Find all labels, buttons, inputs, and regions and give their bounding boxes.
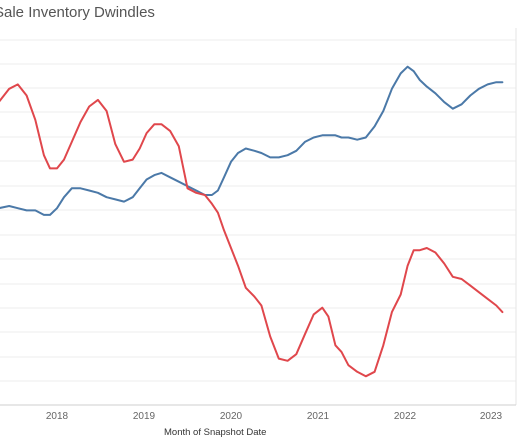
x-axis-title: Month of Snapshot Date <box>164 427 267 438</box>
x-tick-label-2022: 2022 <box>394 411 417 422</box>
x-tick-label-2020: 2020 <box>220 411 243 422</box>
x-tick-label-2021: 2021 <box>307 411 330 422</box>
series-line-blue <box>0 65 504 216</box>
x-tick-label-2019: 2019 <box>133 411 156 422</box>
x-tick-label-2023: 2023 <box>480 411 503 422</box>
x-tick-label-2018: 2018 <box>46 411 69 422</box>
chart-title: Sale Inventory Dwindles <box>0 4 155 21</box>
series-line-red <box>0 83 504 378</box>
